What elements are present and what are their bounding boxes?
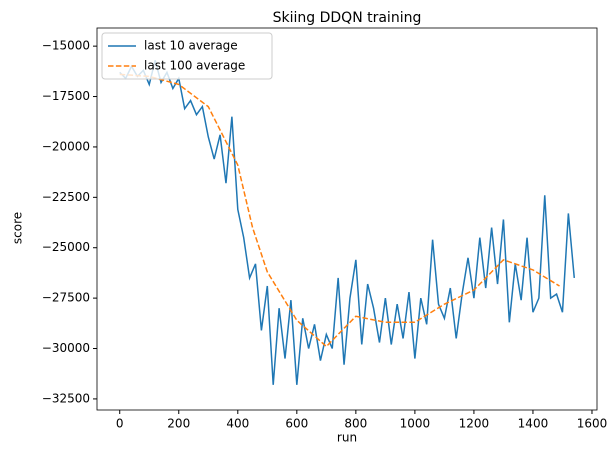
x-tick-label: 1600 <box>577 417 608 431</box>
x-tick-label: 400 <box>226 417 249 431</box>
x-tick-label: 200 <box>167 417 190 431</box>
x-tick-label: 600 <box>285 417 308 431</box>
y-tick-label: −17500 <box>42 89 90 103</box>
chart-title: Skiing DDQN training <box>273 10 422 26</box>
x-tick-label: 1400 <box>518 417 549 431</box>
y-tick-label: −27500 <box>42 291 90 305</box>
x-tick-label: 0 <box>116 417 124 431</box>
y-tick-label: −25000 <box>42 240 90 254</box>
x-axis-label: run <box>337 431 357 445</box>
plot-frame <box>96 27 598 411</box>
x-tick-label: 1200 <box>459 417 490 431</box>
y-tick-label: −30000 <box>42 341 90 355</box>
y-axis-label: score <box>11 212 25 244</box>
y-tick-label: −15000 <box>42 39 90 53</box>
legend-label: last 100 average <box>144 59 245 73</box>
y-tick-label: −22500 <box>42 190 90 204</box>
x-tick-label: 1000 <box>400 417 431 431</box>
series-line <box>119 73 560 348</box>
x-tick-label: 800 <box>344 417 367 431</box>
y-tick-label: −32500 <box>42 391 90 405</box>
legend-label: last 10 average <box>144 39 238 53</box>
y-tick-label: −20000 <box>42 139 90 153</box>
series-line <box>119 60 576 385</box>
legend-box <box>101 32 273 80</box>
